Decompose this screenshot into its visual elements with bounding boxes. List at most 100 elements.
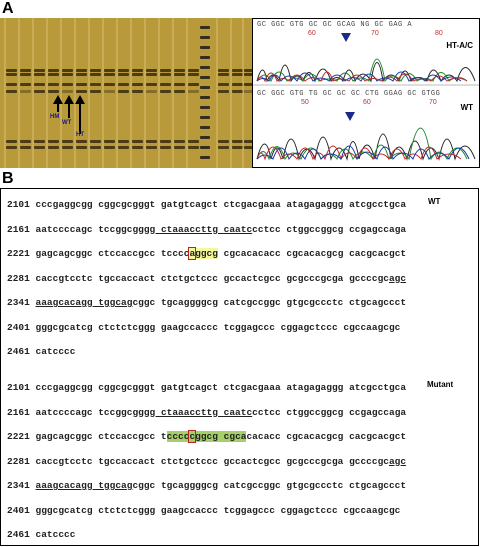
gel-band <box>6 69 17 72</box>
chromatogram-bottom-number: 70 <box>429 99 437 106</box>
gel-band <box>188 83 199 86</box>
sequence-segment: gggg ctaaaccttg caatc <box>132 406 253 418</box>
sequence-segment: cgcacacacc cgcacacgcg cacgcacgct <box>217 248 407 259</box>
variant-base: c <box>188 430 197 443</box>
sequence-segment: aaagcacagg tggcag <box>35 480 133 491</box>
sequence-segment: aatccccagc tccggc <box>35 406 133 418</box>
gel-band <box>48 73 59 76</box>
gel-lane-separator <box>144 18 146 168</box>
ladder-band <box>200 86 210 89</box>
gel-band <box>160 146 171 149</box>
gel-band <box>118 90 129 93</box>
sequence-position: 2161 <box>7 223 36 235</box>
sequence-segment: agc <box>388 455 407 467</box>
chromatogram-top-number: 70 <box>371 30 379 37</box>
sequence-segment: ggcg cgca <box>195 431 247 442</box>
sequence-segment: cccgaggcgg cggcgcgggt gatgtcagct ctcgacg… <box>35 199 407 210</box>
gel-band <box>118 73 129 76</box>
mutant-sequence-line: 2281 caccgtcctc tgccaccact ctctgctccc gc… <box>7 456 406 467</box>
gel-band <box>188 69 199 72</box>
gel-band <box>90 73 101 76</box>
chromatogram-bottom-sequence: GC GGC GTG TG GC GC GC CTG GGAG GC GTGG <box>257 90 441 98</box>
gel-band <box>48 69 59 72</box>
gel-lane-separator <box>102 18 104 168</box>
gel-lane-separator <box>158 18 160 168</box>
sequence-segment: cctcc ctggccggcg ccgagccaga <box>252 223 407 235</box>
ladder-band <box>200 116 210 119</box>
gel-band <box>62 73 73 76</box>
chromatogram-panel: GC GGC GTG GC GC GCAG NG GC GAG A 60 70 … <box>252 18 480 168</box>
mutant-sequence-line: 2401 gggcgcatcg ctctctcggg gaagccaccc tc… <box>7 505 400 516</box>
gel-label-wt: WT <box>62 120 72 126</box>
wt-sequence-line: 2461 catcccc <box>7 346 75 357</box>
gel-band <box>104 90 115 93</box>
gel-band <box>76 69 87 72</box>
gel-band <box>174 140 185 143</box>
gel-band <box>160 90 171 93</box>
sequence-segment: aatccccagc tccggc <box>35 223 133 235</box>
gel-band <box>174 146 185 149</box>
gel-band <box>90 90 101 93</box>
sequence-position: 2461 <box>7 346 36 357</box>
arrow-hm-icon <box>53 95 63 104</box>
gel-lane-separator <box>230 18 232 168</box>
gel-band <box>76 73 87 76</box>
gel-lane-separator <box>46 18 48 168</box>
gel-label-ht: HT <box>76 132 84 138</box>
gel-band <box>104 73 115 76</box>
gel-band <box>6 73 17 76</box>
gel-band <box>218 90 229 93</box>
chromatogram-top-number: 60 <box>308 30 316 37</box>
chromatogram-bottom-label: WT <box>460 103 473 112</box>
gel-band <box>146 146 157 149</box>
gel-band <box>104 146 115 149</box>
sequence-segment: caccgtcctc tgccaccact ctctgctccc gccactc… <box>35 455 389 467</box>
gel-band <box>132 73 143 76</box>
mutant-sequence-line: 2461 catcccc <box>7 529 75 540</box>
gel-band <box>90 146 101 149</box>
ladder-band <box>200 96 210 99</box>
chromatogram-bottom-arrow-icon <box>345 112 355 121</box>
mutant-sequence-line: 2221 gagcagcggc ctccaccgcc tcccccggcg cg… <box>7 430 406 443</box>
gel-band <box>104 69 115 72</box>
gel-band <box>90 83 101 86</box>
gel-band <box>160 69 171 72</box>
sequence-position: 2221 <box>7 248 36 259</box>
gel-band <box>118 83 129 86</box>
gel-band <box>244 83 252 86</box>
gel-band <box>174 73 185 76</box>
gel-lane-separator <box>18 18 20 168</box>
arrow-ht-stem <box>79 104 81 134</box>
gel-image: HM WT HT <box>0 18 252 168</box>
gel-band <box>48 146 59 149</box>
gel-band <box>76 140 87 143</box>
gel-band <box>146 140 157 143</box>
gel-band <box>232 146 243 149</box>
wt-sequence-line: 2401 gggcgcatcg ctctctcggg gaagccaccc tc… <box>7 322 400 333</box>
gel-band <box>174 69 185 72</box>
arrow-wt-icon <box>64 95 74 104</box>
sequence-position: 2101 <box>7 199 36 210</box>
sequence-position: 2281 <box>7 455 36 467</box>
ladder-band <box>200 66 210 69</box>
wt-sequence-line: 2341 aaagcacagg tggcagcggc tgcaggggcg ca… <box>7 297 406 308</box>
gel-band <box>146 83 157 86</box>
ladder-band <box>200 146 210 149</box>
panel-b-letter: B <box>2 170 14 187</box>
gel-lane-separator <box>32 18 34 168</box>
sequence-position: 2221 <box>7 431 36 442</box>
sequence-segment: gggcgcatcg ctctctcggg gaagccaccc tcggagc… <box>35 321 401 333</box>
gel-band <box>62 140 73 143</box>
gel-band <box>218 146 229 149</box>
sequence-segment: caccgtcctc tgccaccact ctctgctccc gccactc… <box>35 272 389 284</box>
gel-band <box>174 90 185 93</box>
gel-band <box>20 73 31 76</box>
sequence-segment: gagcagcggc ctccaccgcc tcccc <box>35 248 190 259</box>
sequence-segment: gggcgcatcg ctctctcggg gaagccaccc tcggagc… <box>35 504 401 516</box>
chromatogram-top-number: 80 <box>435 30 443 37</box>
gel-band <box>90 69 101 72</box>
gel-band <box>244 90 252 93</box>
gel-lane-separator <box>130 18 132 168</box>
chromatogram-traces <box>253 58 479 161</box>
gel-band <box>118 69 129 72</box>
